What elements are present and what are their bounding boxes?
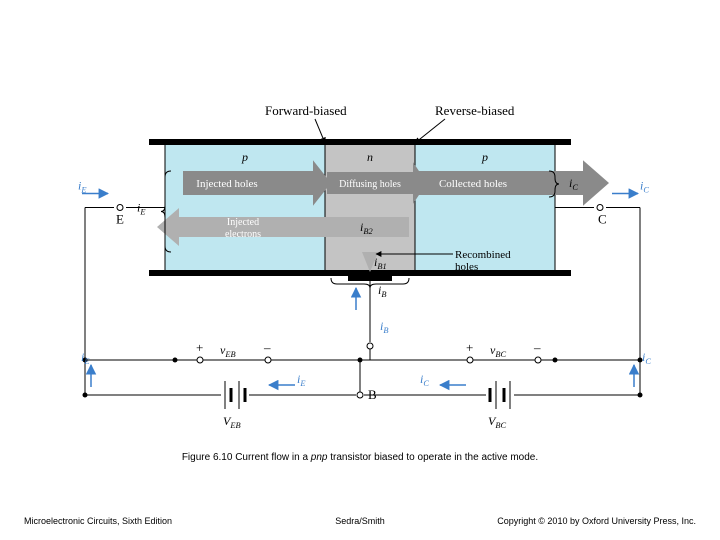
label-collected-holes: Collected holes (439, 178, 507, 190)
label-diffusing-holes: Diffusing holes (339, 179, 401, 190)
label-injected-electrons-2: electrons (225, 229, 261, 240)
label-terminal-C: C (598, 212, 607, 227)
figure-caption: Figure 6.10 Current flow in a pnp transi… (0, 452, 720, 463)
label-reverse-biased: Reverse-biased (435, 103, 515, 118)
label-iB-brace: iB (378, 283, 386, 299)
caption-post: transistor biased to operate in the acti… (327, 452, 538, 463)
svg-text:iC: iC (420, 372, 429, 388)
footer-right: Copyright © 2010 by Oxford University Pr… (497, 516, 696, 526)
label-recomb-2: holes (455, 261, 478, 273)
label-VEB: VEB (223, 414, 241, 430)
node-collector (597, 205, 603, 211)
top-cap (149, 139, 571, 145)
label-vEB: vEB (220, 343, 236, 359)
label-n: n (367, 150, 373, 164)
label-terminal-E: E (116, 212, 124, 227)
svg-text:+: + (466, 340, 473, 355)
node-B (357, 392, 363, 398)
node-emitter (117, 205, 123, 211)
base-contact (348, 276, 392, 281)
label-p-right: p (481, 150, 488, 164)
label-injected-electrons-1: Injected (227, 217, 259, 228)
label-injected-holes: Injected holes (196, 178, 257, 190)
text-iB-down: iB (380, 319, 388, 335)
label-vBC: vBC (490, 343, 506, 359)
battery-VEB (225, 381, 245, 409)
svg-text:–: – (263, 340, 271, 355)
label-recomb-1: Recombined (455, 249, 511, 261)
battery-VBC (490, 381, 510, 409)
label-VBC: VBC (488, 414, 506, 430)
svg-text:iE: iE (297, 372, 305, 388)
label-forward-biased: Forward-biased (265, 103, 347, 118)
caption-pre: Figure 6.10 Current flow in a (182, 452, 311, 463)
caption-ital: pnp (311, 452, 328, 463)
text-iC-top: iC (640, 179, 649, 195)
svg-text:+: + (196, 340, 203, 355)
svg-text:–: – (533, 340, 541, 355)
label-iE-internal: iE (137, 201, 145, 217)
text-iE-top: iE (78, 179, 86, 195)
label-p-left: p (241, 150, 248, 164)
bottom-cap (149, 270, 571, 276)
svg-text:iC: iC (642, 350, 651, 366)
